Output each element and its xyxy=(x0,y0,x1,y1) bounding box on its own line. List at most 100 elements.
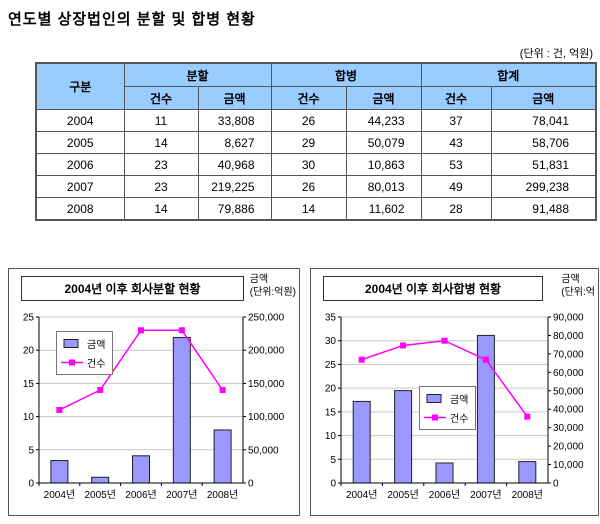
count-cell: 26 xyxy=(270,109,347,132)
axis-tick-label: 35 xyxy=(325,313,337,324)
line-marker xyxy=(524,413,531,420)
axis-tick-label: 20,000 xyxy=(553,442,584,453)
axis-unit-line: (단위:억원) xyxy=(249,286,296,298)
axis-tick-label: 100,000 xyxy=(248,412,285,423)
axis-tick-label: 30 xyxy=(325,336,337,347)
chart-title: 2004년 이후 회사합병 현황 xyxy=(323,276,543,301)
count-cell: 14 xyxy=(270,197,347,221)
amount-cell: 219,225 xyxy=(197,175,272,198)
chart-plot: 0 5 10 15 20 25 0 50,000 100,000 150,000 200,000 25… xyxy=(23,313,285,502)
amount-cell: 80,013 xyxy=(345,175,422,198)
split-chart: 2004년 이후 회사분할 현황 금액 (단위:억원) 금액 건수 0 5 10 15 2… xyxy=(8,268,300,516)
table-row: 2008 14 79,886 14 11,602 28 91,488 xyxy=(35,197,597,221)
amount-cell: 11,602 xyxy=(345,197,422,221)
axis-unit-line: (단위:억 xyxy=(561,286,595,298)
year-cell: 2004 xyxy=(35,109,125,132)
line-marker-swatch-icon xyxy=(424,414,446,421)
unit-note: (단위 : 건, 억원) xyxy=(519,48,593,60)
bar xyxy=(352,400,371,484)
table-row: 2005 14 8,627 29 50,079 43 58,706 xyxy=(35,131,597,154)
table-sub-header: 건수 xyxy=(420,86,492,110)
line-marker xyxy=(441,337,448,344)
right-axis-unit-label: 금액 (단위:억원) xyxy=(250,274,296,299)
line-marker xyxy=(219,387,226,394)
line-marker xyxy=(482,356,489,363)
table-sub-header: 금액 xyxy=(345,86,422,110)
axis-tick-label: 2005년 xyxy=(387,489,418,501)
axis-tick-label: 2004년 xyxy=(346,489,377,501)
table-sub-header: 금액 xyxy=(490,86,597,110)
axis-tick-label: 90,000 xyxy=(553,313,584,324)
axis-tick-label: 5 xyxy=(330,455,336,466)
axis-tick-label: 25 xyxy=(23,313,35,324)
amount-cell: 299,238 xyxy=(490,175,597,198)
legend-label: 건수 xyxy=(87,359,106,370)
axis-tick-label: 0 xyxy=(330,479,336,490)
count-cell: 14 xyxy=(123,197,199,221)
axis-tick-label: 40,000 xyxy=(553,405,584,416)
table-row: 2006 23 40,968 30 10,863 53 51,831 xyxy=(35,153,597,176)
axis-tick-label: 70,000 xyxy=(553,349,584,360)
table-group-header: 분할 xyxy=(123,62,272,87)
legend-label: 금액 xyxy=(87,340,106,351)
amount-cell: 8,627 xyxy=(197,131,272,154)
axis-tick-label: 0 xyxy=(28,479,34,490)
line-marker-swatch-icon xyxy=(61,359,83,366)
axis-tick-label: 2005년 xyxy=(84,489,115,501)
table-sub-header: 건수 xyxy=(270,86,347,110)
count-cell: 49 xyxy=(420,175,492,198)
axis-tick-label: 2007년 xyxy=(166,489,197,501)
axis-tick-label: 10 xyxy=(325,431,337,442)
table-row: 2004 11 33,808 26 44,233 37 78,041 xyxy=(35,109,597,132)
axis-tick-label: 60,000 xyxy=(553,368,584,379)
line-marker xyxy=(400,342,407,349)
line-marker xyxy=(178,327,185,334)
legend-item: 건수 xyxy=(61,355,105,370)
axis-tick-label: 250,000 xyxy=(248,313,285,324)
axis-tick-label: 0 xyxy=(248,479,254,490)
legend-label: 건수 xyxy=(450,414,469,425)
amount-cell: 79,886 xyxy=(197,197,272,221)
bar-swatch-icon xyxy=(63,339,79,348)
amount-cell: 58,706 xyxy=(490,131,597,154)
amount-cell: 91,488 xyxy=(490,197,597,221)
axis-tick-label: 2006년 xyxy=(429,489,460,501)
bar xyxy=(518,461,537,484)
right-axis-unit-label: 금액 (단위:억 xyxy=(561,274,595,299)
axis-unit-line: 금액 xyxy=(249,274,269,285)
bar xyxy=(50,460,69,484)
page-title: 연도별 상장법인의 분할 및 합병 현황 xyxy=(8,11,256,28)
axis-tick-label: 150,000 xyxy=(248,379,285,390)
axis-tick-label: 10 xyxy=(23,412,35,423)
axis-tick-label: 5 xyxy=(28,445,34,456)
legend-item: 건수 xyxy=(424,410,468,425)
count-cell: 28 xyxy=(420,197,492,221)
count-cell: 53 xyxy=(420,153,492,176)
bar xyxy=(172,336,191,484)
line-marker xyxy=(97,387,104,394)
axis-tick-label: 0 xyxy=(553,479,559,490)
line-marker xyxy=(358,356,365,363)
axis-tick-label: 10,000 xyxy=(553,460,584,471)
axis-tick-label: 20 xyxy=(23,346,35,357)
count-cell: 14 xyxy=(123,131,199,154)
count-cell: 11 xyxy=(123,109,199,132)
table-corner-header: 구분 xyxy=(35,62,125,110)
axis-tick-label: 20 xyxy=(325,384,337,395)
axis-tick-label: 15 xyxy=(325,407,337,418)
bar xyxy=(132,455,150,484)
amount-cell: 51,831 xyxy=(490,153,597,176)
count-cell: 23 xyxy=(123,175,199,198)
legend-label: 금액 xyxy=(450,395,469,406)
table-group-header: 합병 xyxy=(270,62,422,87)
chart-title: 2004년 이후 회사분할 현황 xyxy=(21,276,244,301)
count-cell: 29 xyxy=(270,131,347,154)
count-cell: 26 xyxy=(270,175,347,198)
year-cell: 2008 xyxy=(35,197,125,221)
year-cell: 2007 xyxy=(35,175,125,198)
axis-tick-label: 200,000 xyxy=(248,346,285,357)
